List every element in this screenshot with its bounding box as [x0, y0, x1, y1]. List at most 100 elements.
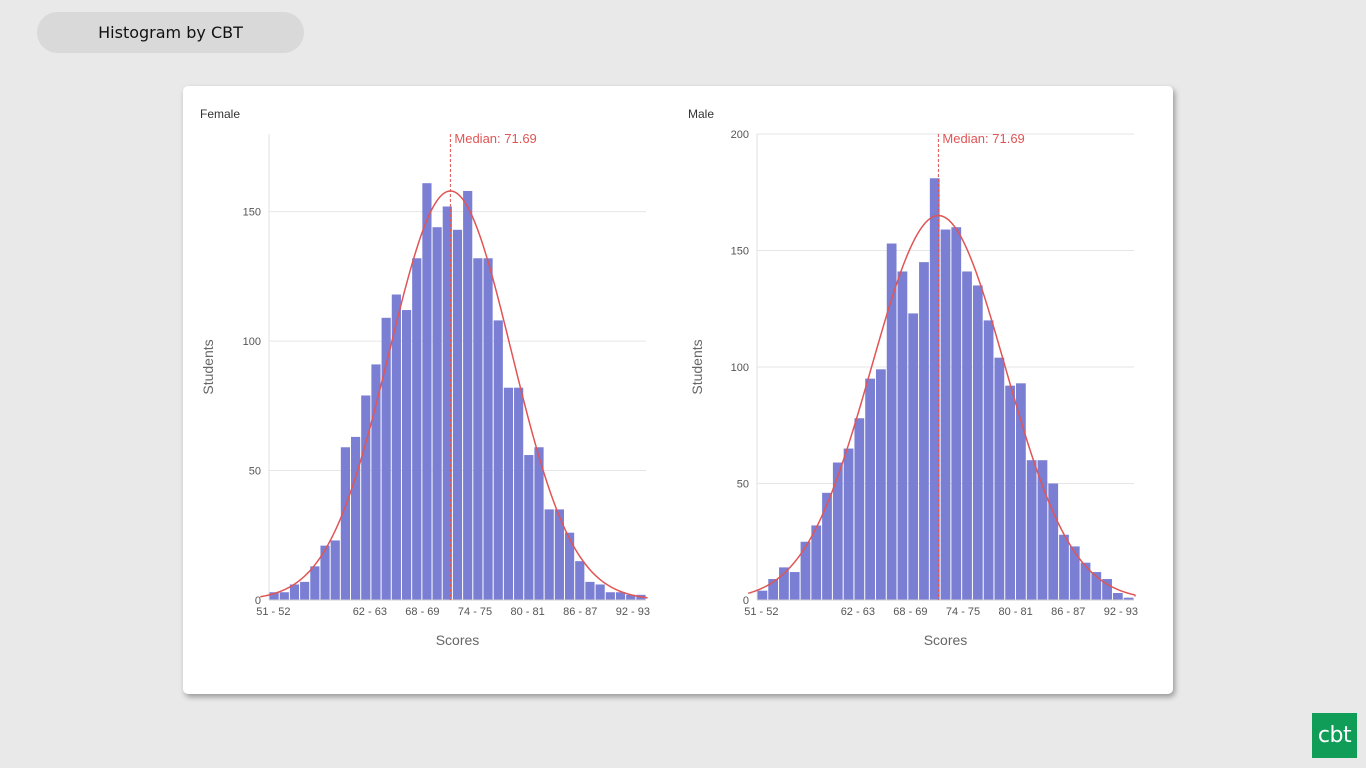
- x-tick-label: 62 - 63: [841, 606, 875, 618]
- page-title-pill: Histogram by CBT: [37, 12, 304, 53]
- chart-card: Female 0 50 100 150 Median: 71.69 51 - 52 62 - …: [183, 86, 1173, 694]
- x-tick-label: 51 - 52: [744, 606, 778, 618]
- histogram-bar: [1069, 546, 1080, 600]
- histogram-bar: [432, 227, 442, 600]
- histogram-bar: [951, 227, 962, 600]
- histogram-bar: [544, 509, 554, 600]
- x-tick-label: 80 - 81: [999, 606, 1033, 618]
- histogram-bar: [564, 532, 575, 600]
- y-tick-label: 150: [243, 207, 261, 219]
- histogram-bar: [1102, 579, 1112, 600]
- histogram-bar: [493, 320, 503, 600]
- x-axis-label: Scores: [436, 632, 480, 648]
- histogram-bar: [854, 418, 865, 600]
- cbt-logo: cbt: [1312, 713, 1357, 758]
- histogram-bar: [279, 592, 289, 600]
- histogram-bar: [391, 294, 401, 600]
- normal-curve: [260, 190, 648, 599]
- histogram-bar: [320, 545, 330, 600]
- y-axis-label: Students: [200, 339, 216, 394]
- histogram-bar: [972, 285, 983, 600]
- normal-curve: [748, 214, 1136, 597]
- histogram-bar: [351, 436, 361, 600]
- histogram-bar: [1005, 385, 1016, 600]
- histogram-bar: [595, 584, 605, 600]
- histogram-bar: [626, 594, 636, 600]
- histogram-bar: [585, 581, 595, 600]
- histogram-bar: [503, 387, 514, 600]
- histogram-bar: [534, 447, 544, 600]
- histogram-bar: [822, 492, 832, 600]
- y-axis-label: Students: [689, 339, 705, 394]
- histogram-bar: [800, 541, 811, 600]
- histogram-bar: [962, 271, 972, 600]
- y-tick-label: 100: [243, 336, 261, 348]
- histogram-bar: [401, 310, 412, 600]
- histogram-bar: [289, 584, 300, 600]
- histogram-bar: [340, 447, 351, 600]
- histogram-bar: [381, 317, 391, 600]
- y-tick-label: 0: [743, 595, 749, 607]
- histogram-bar: [514, 387, 524, 600]
- histogram-bar: [330, 540, 340, 600]
- y-tick-label: 50: [737, 479, 749, 491]
- histogram-bar: [452, 229, 463, 601]
- histogram-bar: [300, 581, 310, 600]
- y-tick-label: 0: [255, 595, 261, 607]
- histogram-bar: [310, 566, 320, 600]
- x-tick-label: 62 - 63: [353, 606, 387, 618]
- x-tick-label: 86 - 87: [1051, 606, 1085, 618]
- histogram-bar: [983, 320, 994, 600]
- histogram-bar: [1123, 597, 1134, 600]
- histogram-bar: [1080, 562, 1091, 600]
- histogram-bar: [789, 572, 800, 600]
- histogram-bar: [994, 357, 1005, 600]
- histogram-bar: [1048, 483, 1059, 600]
- histogram-bar: [1059, 534, 1069, 600]
- x-tick-label: 92 - 93: [1104, 606, 1138, 618]
- histogram-bar: [779, 567, 789, 600]
- histogram-bar: [886, 243, 897, 600]
- x-tick-label: 80 - 81: [511, 606, 545, 618]
- x-tick-label: 92 - 93: [616, 606, 650, 618]
- histogram-bar: [929, 178, 940, 600]
- histogram-bar: [875, 369, 886, 600]
- histogram-bar: [865, 378, 875, 600]
- histogram-bar: [483, 258, 493, 600]
- histogram-bar: [1037, 460, 1048, 600]
- histogram-bar: [422, 183, 432, 600]
- histogram-bar: [371, 364, 381, 600]
- histogram-bar: [361, 395, 371, 600]
- y-tick-label: 100: [731, 362, 749, 374]
- histogram-bar: [463, 190, 473, 600]
- histogram-bar: [1112, 593, 1123, 600]
- histogram-bar: [940, 229, 951, 600]
- histogram-charts: Female 0 50 100 150 Median: 71.69 51 - 52 62 - …: [200, 107, 1138, 648]
- x-tick-label: 74 - 75: [946, 606, 980, 618]
- histogram-bar: [908, 313, 919, 600]
- chart-title: Male: [688, 107, 714, 121]
- histogram-bar: [524, 455, 534, 600]
- histogram-bar: [442, 206, 452, 600]
- chart-panel-female: Female 0 50 100 150 Median: 71.69 51 - 52 62 - …: [200, 107, 650, 648]
- x-axis-label: Scores: [924, 632, 968, 648]
- histogram-bar: [843, 448, 854, 600]
- histogram-bar: [412, 258, 422, 600]
- logo-text: cbt: [1317, 723, 1352, 748]
- histogram-bar: [269, 592, 279, 600]
- x-tick-label: 74 - 75: [458, 606, 492, 618]
- x-tick-label: 68 - 69: [893, 606, 927, 618]
- histogram-bar: [832, 462, 843, 600]
- histogram-bar: [605, 592, 615, 600]
- histogram-bar: [554, 509, 564, 600]
- page-title: Histogram by CBT: [98, 23, 243, 42]
- histogram-bar: [575, 561, 585, 600]
- histogram-bar: [1026, 460, 1037, 600]
- histogram-bar: [757, 590, 768, 600]
- histogram-bar: [1091, 572, 1102, 600]
- median-label: Median: 71.69: [942, 131, 1024, 146]
- median-label: Median: 71.69: [454, 131, 536, 146]
- x-tick-label: 86 - 87: [563, 606, 597, 618]
- histogram-bar: [1016, 383, 1026, 600]
- chart-title: Female: [200, 107, 240, 121]
